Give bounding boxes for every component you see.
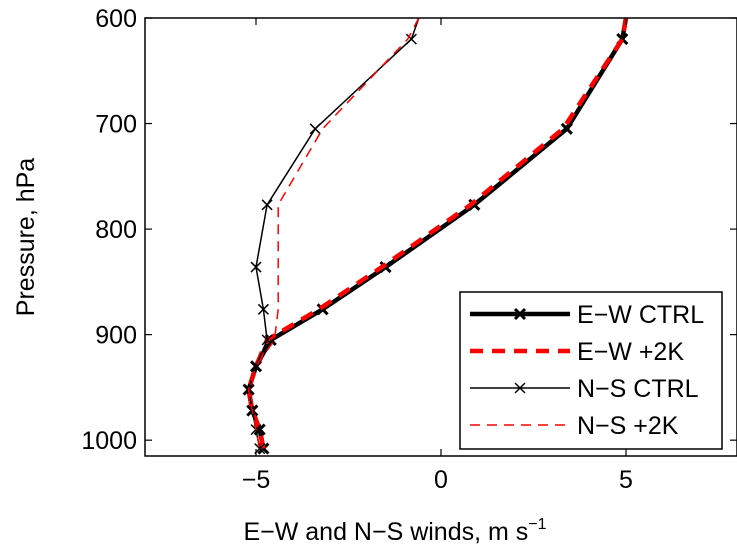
legend-entry: E−W +2K (470, 338, 684, 366)
x-axis-label-superscript: −1 (528, 516, 546, 533)
legend-label: N−S +2K (577, 412, 679, 440)
legend-marker (513, 307, 527, 321)
series-1 (246, 18, 629, 450)
series-line (247, 18, 420, 449)
x-tick-label: −5 (242, 466, 271, 494)
y-tick-label: 600 (95, 5, 137, 33)
series-point (261, 199, 273, 211)
series-point (250, 261, 262, 273)
series-point (468, 198, 481, 211)
legend-label: E−W +2K (577, 338, 684, 366)
series-point (405, 33, 417, 45)
x-tick-label: 5 (619, 466, 633, 494)
x-axis-ticks: −5 0 5 (242, 18, 633, 494)
series-line (247, 18, 420, 449)
series-3 (247, 18, 420, 449)
series-point (560, 122, 573, 135)
legend-entry: N−S +2K (470, 412, 679, 440)
series-point (257, 442, 270, 455)
legend-entry: N−S CTRL (470, 375, 699, 403)
series-line (246, 18, 629, 450)
legend: E−W CTRL E−W +2K N−S CTRL N−S +2K (459, 291, 723, 450)
series-point (250, 360, 262, 372)
legend-box (459, 291, 723, 450)
x-tick-label: 0 (434, 466, 448, 494)
series-layer (242, 18, 629, 455)
series-2 (243, 18, 420, 455)
series-point (261, 334, 273, 346)
x-axis-label-text: E−W and N−S winds, m s (243, 518, 528, 546)
legend-marker (514, 382, 526, 394)
legend-entry: E−W CTRL (470, 301, 704, 329)
y-tick-label: 900 (95, 322, 137, 350)
series-point (309, 123, 321, 135)
y-tick-label: 700 (95, 111, 137, 139)
series-point (257, 303, 269, 315)
x-axis-label: E−W and N−S winds, m s−1 (243, 516, 546, 546)
y-axis-label: Pressure, hPa (12, 158, 40, 317)
legend-label: N−S CTRL (577, 375, 699, 403)
y-tick-label: 800 (95, 216, 137, 244)
legend-label: E−W CTRL (577, 301, 704, 329)
y-axis-ticks: 600 700 800 900 1000 (81, 5, 737, 455)
y-tick-label: 1000 (81, 427, 137, 455)
